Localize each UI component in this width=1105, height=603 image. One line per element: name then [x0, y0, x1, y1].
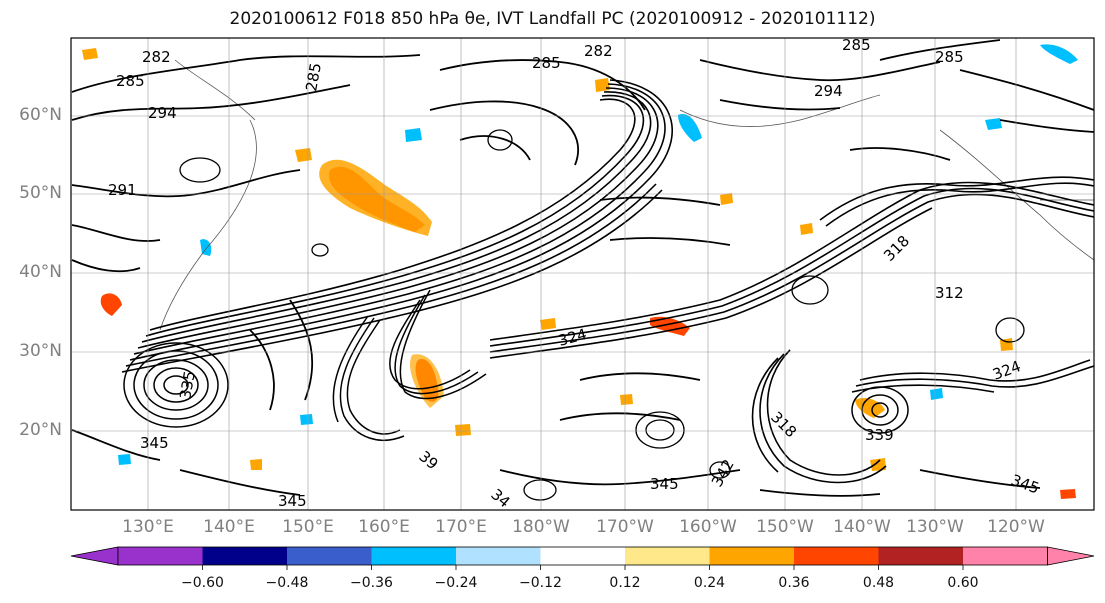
- contour-label: 345: [650, 475, 679, 493]
- lat-label: 40°N: [19, 262, 62, 282]
- colorbar-tick-label: 0.48: [862, 575, 895, 591]
- colorbar-segment: [540, 547, 625, 565]
- contour-label: 291: [108, 181, 137, 199]
- colorbar-segment: [878, 547, 963, 565]
- colorbar-tick-label: −0.60: [181, 575, 224, 591]
- contour-label: 335: [176, 369, 199, 400]
- contour-label: 285: [842, 36, 871, 54]
- colorbar-tick-label: 0.12: [609, 575, 641, 591]
- lon-label: 130°W: [906, 517, 964, 537]
- contour-label: 285: [935, 48, 964, 66]
- western-cyclone: [123, 342, 229, 428]
- lon-label: 160°W: [679, 517, 737, 537]
- central-fold-band: [332, 289, 487, 441]
- colorbar-tick-label: 0.60: [947, 575, 979, 591]
- lon-label: 120°W: [987, 517, 1045, 537]
- lat-label: 20°N: [19, 420, 62, 440]
- colorbar-segment: [794, 547, 879, 565]
- colorbar-tick-label: −0.24: [434, 575, 478, 591]
- colorbar-segment: [287, 547, 372, 565]
- colorbar-segment: [371, 547, 456, 565]
- theta-e-contours: [71, 39, 1094, 497]
- colorbar-ticks: [202, 565, 964, 570]
- colorbar-segment: [709, 547, 794, 565]
- colorbar-tick-label: 0.36: [778, 575, 810, 591]
- lat-label: 30°N: [19, 341, 62, 361]
- colorbar-extend-high: [1047, 546, 1095, 566]
- lon-label: 150°E: [282, 517, 334, 537]
- contour-label: 285: [302, 61, 325, 92]
- lat-label: 50°N: [19, 183, 62, 203]
- figure-title: 2020100612 F018 850 hPa θe, IVT Landfall…: [229, 9, 876, 29]
- colorbar-segment: [118, 547, 203, 565]
- colorbar-frame: [117, 546, 1048, 566]
- colorbar-extend-low: [70, 546, 119, 566]
- small-closed-contours: [179, 129, 1025, 501]
- contour-label: 282: [584, 42, 613, 60]
- shading-patches: [82, 44, 1078, 499]
- map-background: [71, 38, 1094, 510]
- lat-label: 60°N: [19, 105, 62, 125]
- lon-label: 180°W: [512, 517, 570, 537]
- eastern-river-band: [489, 176, 1094, 359]
- colorbar-segment: [963, 547, 1048, 565]
- contour-label: 345: [278, 492, 307, 510]
- lon-label: 150°W: [756, 517, 814, 537]
- colorbar: [70, 546, 1095, 570]
- contour-label: 285: [532, 54, 561, 72]
- map-frame: [70, 37, 1095, 511]
- lon-label: 170°W: [596, 517, 654, 537]
- contour-labels: 282 285 294 285 285 282 291 294 285 285 …: [108, 36, 1042, 510]
- colorbar-tick-label: 0.24: [693, 575, 726, 591]
- contour-label: 282: [142, 48, 171, 66]
- contour-label: 339: [865, 426, 894, 444]
- colorbar-segment: [202, 547, 287, 565]
- contour-label: 294: [148, 104, 177, 122]
- lon-label: 160°E: [358, 517, 410, 537]
- colorbar-tick-label: −0.36: [350, 575, 393, 591]
- map-content: 282 285 294 285 285 282 291 294 285 285 …: [71, 36, 1094, 510]
- contour-label: 345: [140, 434, 169, 452]
- colorbar-segment: [625, 547, 710, 565]
- lon-label: 170°E: [435, 517, 487, 537]
- contour-label: 294: [814, 82, 843, 100]
- gridlines: [71, 38, 1094, 510]
- coastlines: [159, 59, 1094, 331]
- lon-label: 140°W: [833, 517, 891, 537]
- colorbar-segment: [456, 547, 541, 565]
- contour-label: 312: [935, 284, 964, 302]
- lon-label: 140°E: [203, 517, 255, 537]
- western-river-band: [121, 79, 673, 373]
- colorbar-tick-label: −0.12: [519, 575, 562, 591]
- colorbar-tick-label: −0.48: [265, 575, 309, 591]
- lon-label: 130°E: [122, 517, 174, 537]
- contour-label: 285: [116, 72, 145, 90]
